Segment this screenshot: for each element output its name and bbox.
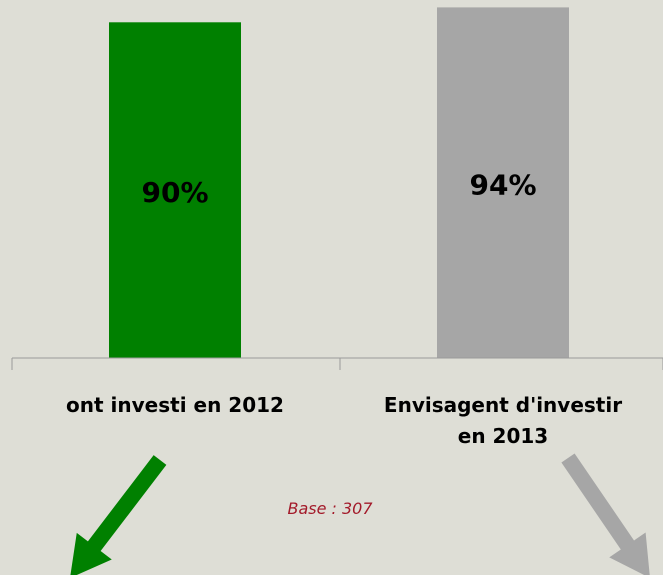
x-tick-label-1: ont investi en 2012 [66, 393, 284, 417]
base-note: Base : 307 [287, 499, 373, 518]
labels-layer: 90% 94% ont investi en 2012 Envisagent d'in… [66, 169, 622, 448]
down-left-arrow-icon [70, 455, 167, 575]
bar-2 [437, 7, 569, 358]
x-tick-label-2: Envisagent d'investir en 2013 [384, 393, 622, 448]
down-right-arrow-icon [561, 453, 650, 575]
arrows-layer [70, 453, 650, 575]
bar-1 [109, 22, 241, 359]
x-axis [11, 357, 663, 370]
bars-layer [109, 7, 569, 359]
bar-value-label-1: 90% [141, 176, 208, 209]
bar-value-label-2: 94% [469, 169, 536, 202]
